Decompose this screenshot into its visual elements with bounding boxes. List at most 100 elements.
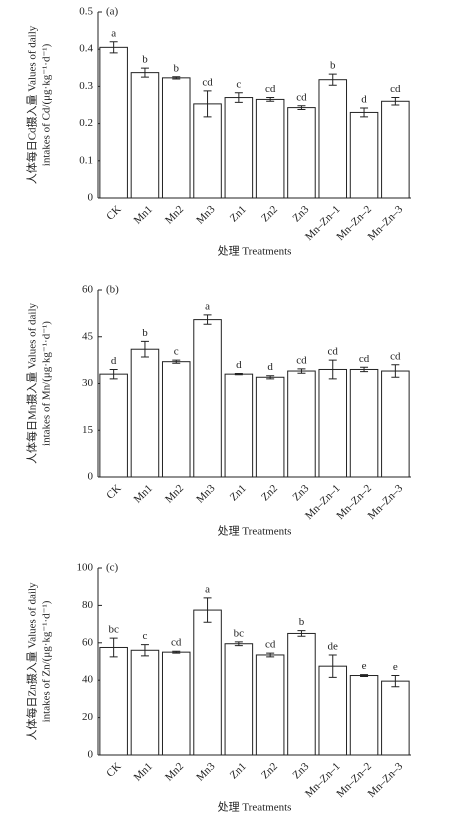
bar bbox=[161, 361, 191, 478]
bar bbox=[161, 651, 191, 756]
error-bar bbox=[266, 652, 275, 658]
significance-letter: cd bbox=[265, 639, 276, 651]
y-tick-label: 0 bbox=[88, 471, 94, 483]
y-tick-label: 0.2 bbox=[79, 117, 93, 129]
significance-letter: cd bbox=[265, 83, 276, 95]
y-tick-label: 40 bbox=[82, 674, 94, 686]
significance-letter: d bbox=[267, 361, 273, 373]
error-bar bbox=[360, 366, 369, 373]
significance-letter: cd bbox=[296, 91, 307, 103]
bar bbox=[255, 376, 285, 478]
panel-label: (a) bbox=[106, 6, 119, 18]
x-tick-label: Mn1 bbox=[132, 203, 155, 226]
x-tick-label: Zn3 bbox=[290, 203, 311, 224]
x-tick-label: Mn2 bbox=[163, 760, 186, 783]
error-bar bbox=[140, 644, 149, 657]
y-tick-label: 30 bbox=[82, 377, 94, 389]
error-bar bbox=[328, 654, 337, 678]
significance-letter: a bbox=[111, 27, 116, 39]
bar bbox=[99, 46, 128, 199]
significance-letter: a bbox=[205, 583, 210, 595]
y-tick-label: 0 bbox=[88, 192, 94, 204]
x-tick-label: Zn3 bbox=[290, 482, 311, 503]
significance-letter: b bbox=[330, 60, 336, 72]
significance-letter: b bbox=[142, 54, 148, 66]
x-axis-label: 处理 Treatments bbox=[218, 245, 292, 258]
y-tick-label: 20 bbox=[82, 711, 94, 723]
bar bbox=[381, 100, 410, 199]
x-tick-label: Mn–Zn–3 bbox=[366, 482, 406, 522]
x-tick-label: CK bbox=[104, 760, 123, 779]
bar bbox=[318, 368, 348, 478]
y-tick-label: 60 bbox=[82, 636, 94, 648]
significance-letter: de bbox=[328, 640, 339, 652]
error-bar bbox=[203, 314, 212, 325]
bar bbox=[287, 370, 316, 478]
x-tick-label: Mn1 bbox=[132, 482, 155, 505]
bar bbox=[193, 319, 222, 478]
x-tick-label: Zn3 bbox=[290, 760, 311, 781]
y-tick-label: 45 bbox=[82, 330, 94, 342]
bar bbox=[224, 373, 254, 478]
error-bar bbox=[360, 107, 369, 118]
error-bar bbox=[391, 675, 400, 688]
y-tick-label: 0.5 bbox=[79, 6, 93, 18]
bar bbox=[349, 111, 379, 199]
error-bar bbox=[172, 76, 181, 80]
significance-letter: b bbox=[299, 616, 305, 628]
x-tick-label: CK bbox=[104, 203, 123, 222]
y-tick-label: 60 bbox=[82, 284, 94, 296]
bar bbox=[161, 77, 191, 199]
error-bar bbox=[234, 373, 243, 376]
error-bar bbox=[140, 67, 149, 78]
bar bbox=[349, 675, 379, 756]
bar bbox=[255, 98, 285, 199]
bar bbox=[130, 649, 160, 756]
y-axis-label: 人体每日Mn摄入量 Values of daily bbox=[25, 302, 39, 464]
significance-letter: e bbox=[362, 660, 367, 672]
error-bar bbox=[360, 674, 369, 677]
x-tick-label: Zn1 bbox=[228, 482, 249, 503]
significance-letter: c bbox=[143, 630, 148, 642]
significance-letter: a bbox=[205, 300, 210, 312]
bar bbox=[255, 654, 285, 756]
error-bar bbox=[203, 90, 212, 118]
x-tick-label: Zn1 bbox=[228, 760, 249, 781]
significance-letter: bc bbox=[108, 624, 119, 636]
error-bar bbox=[328, 73, 337, 86]
x-tick-label: Zn2 bbox=[259, 760, 280, 781]
significance-letter: d bbox=[111, 355, 117, 367]
significance-letter: cd bbox=[296, 354, 307, 366]
x-tick-label: Zn2 bbox=[259, 203, 280, 224]
significance-letter: c bbox=[236, 78, 241, 90]
y-axis-label: intakes of Mn/(μg·kg⁻¹·d⁻¹) bbox=[41, 321, 53, 446]
significance-letter: cd bbox=[359, 353, 370, 365]
y-axis-label: intakes of Cd/(μg·kg⁻¹·d⁻¹) bbox=[41, 43, 53, 166]
x-tick-label: Mn–Zn–3 bbox=[366, 760, 406, 800]
y-tick-label: 0.1 bbox=[79, 154, 93, 166]
error-bar bbox=[391, 97, 400, 106]
bar bbox=[381, 370, 410, 478]
significance-letter: cd bbox=[390, 350, 401, 362]
error-bar bbox=[328, 359, 337, 380]
significance-letter: e bbox=[393, 661, 398, 673]
y-tick-label: 15 bbox=[82, 424, 94, 436]
significance-letter: c bbox=[174, 346, 179, 358]
x-tick-label: Mn2 bbox=[163, 203, 186, 226]
bar bbox=[130, 72, 160, 199]
error-bar bbox=[297, 368, 306, 374]
bar bbox=[193, 103, 222, 199]
bar bbox=[318, 665, 348, 756]
error-bar bbox=[203, 597, 212, 623]
bar bbox=[224, 97, 254, 199]
error-bar bbox=[266, 97, 275, 102]
error-bar bbox=[297, 105, 306, 110]
y-axis-label: 人体每日Cd摄入量 Values of daily bbox=[25, 25, 39, 184]
y-tick-label: 0.4 bbox=[79, 43, 93, 55]
significance-letter: cd bbox=[171, 637, 182, 649]
x-tick-label: Mn1 bbox=[132, 760, 155, 783]
bar bbox=[99, 646, 128, 756]
x-tick-label: CK bbox=[104, 482, 123, 501]
y-axis-label: intakes of Zn/(μg·kg⁻¹·d⁻¹) bbox=[41, 600, 53, 722]
